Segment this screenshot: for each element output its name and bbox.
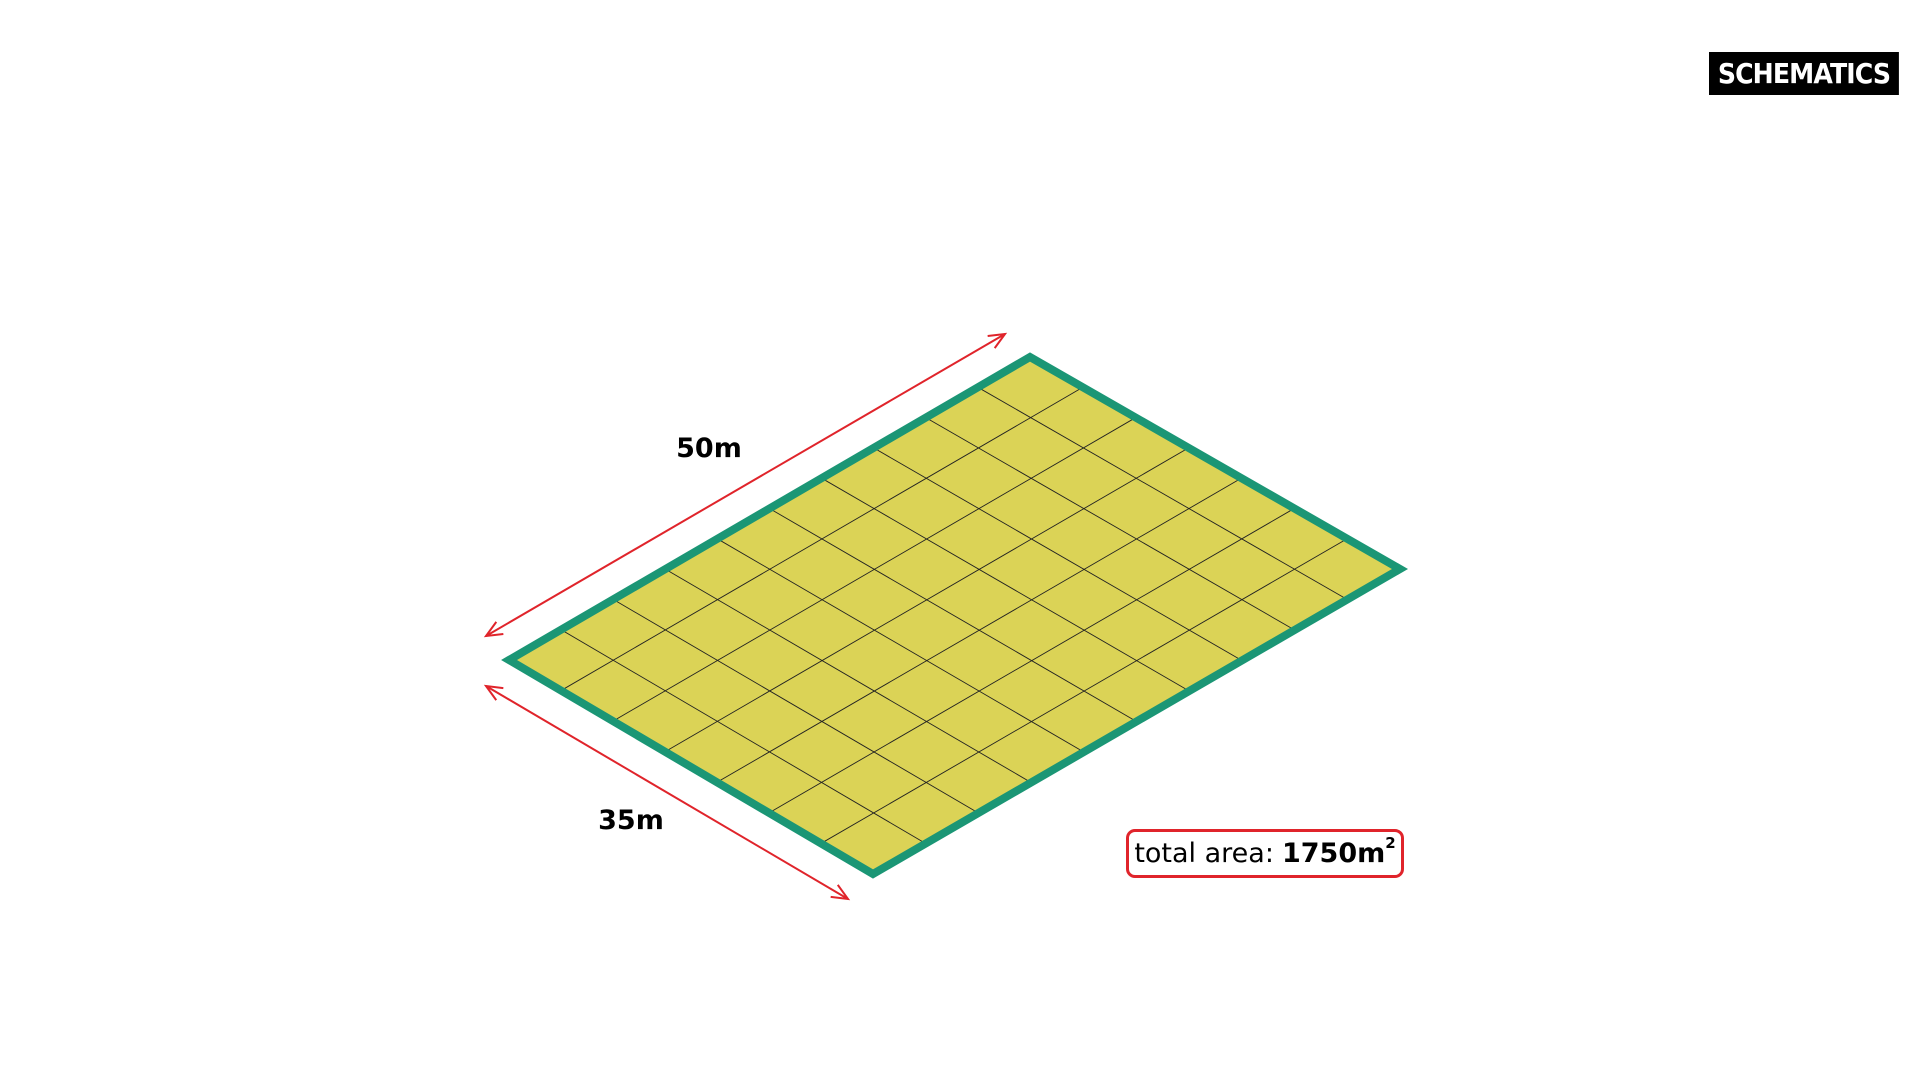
- grid-line: [820, 538, 1348, 844]
- width-label: 35m: [598, 805, 664, 836]
- total-area-value: 1750m2: [1281, 834, 1396, 869]
- plot-area: [501, 352, 1409, 879]
- grid-lines: [560, 386, 1348, 844]
- total-area-box: total area: 1750m2: [1126, 829, 1404, 878]
- schematics-badge: SCHEMATICS: [1709, 52, 1899, 95]
- grid-line: [977, 386, 1348, 600]
- grid-line: [665, 568, 1032, 783]
- grid-line: [717, 538, 1085, 753]
- arrowhead-start: [483, 621, 504, 638]
- arrowhead-start: [483, 684, 504, 701]
- arrowhead-end: [830, 884, 851, 901]
- grid-line: [612, 417, 1136, 722]
- total-area-exponent: 2: [1385, 834, 1396, 852]
- grid-line: [768, 508, 1295, 814]
- grid-line: [560, 629, 926, 844]
- grid-line: [612, 599, 979, 814]
- width-dimension-arrow: [483, 684, 851, 901]
- length-label: 50m: [676, 433, 742, 464]
- arrowhead-end: [987, 332, 1008, 349]
- grid-line: [560, 386, 1084, 691]
- length-dimension-arrow: [483, 332, 1008, 638]
- grid-line: [821, 477, 1190, 692]
- total-area-number: 1750m: [1281, 838, 1386, 869]
- grid-line: [769, 508, 1137, 722]
- grid-line: [716, 477, 1242, 783]
- total-area-prefix: total area:: [1134, 838, 1274, 869]
- plot-border: [501, 352, 1409, 879]
- dimension-line: [485, 333, 1006, 637]
- grid-line: [664, 447, 1189, 753]
- dimension-line: [485, 685, 849, 900]
- grid-line: [873, 447, 1243, 661]
- grid-line: [925, 417, 1295, 631]
